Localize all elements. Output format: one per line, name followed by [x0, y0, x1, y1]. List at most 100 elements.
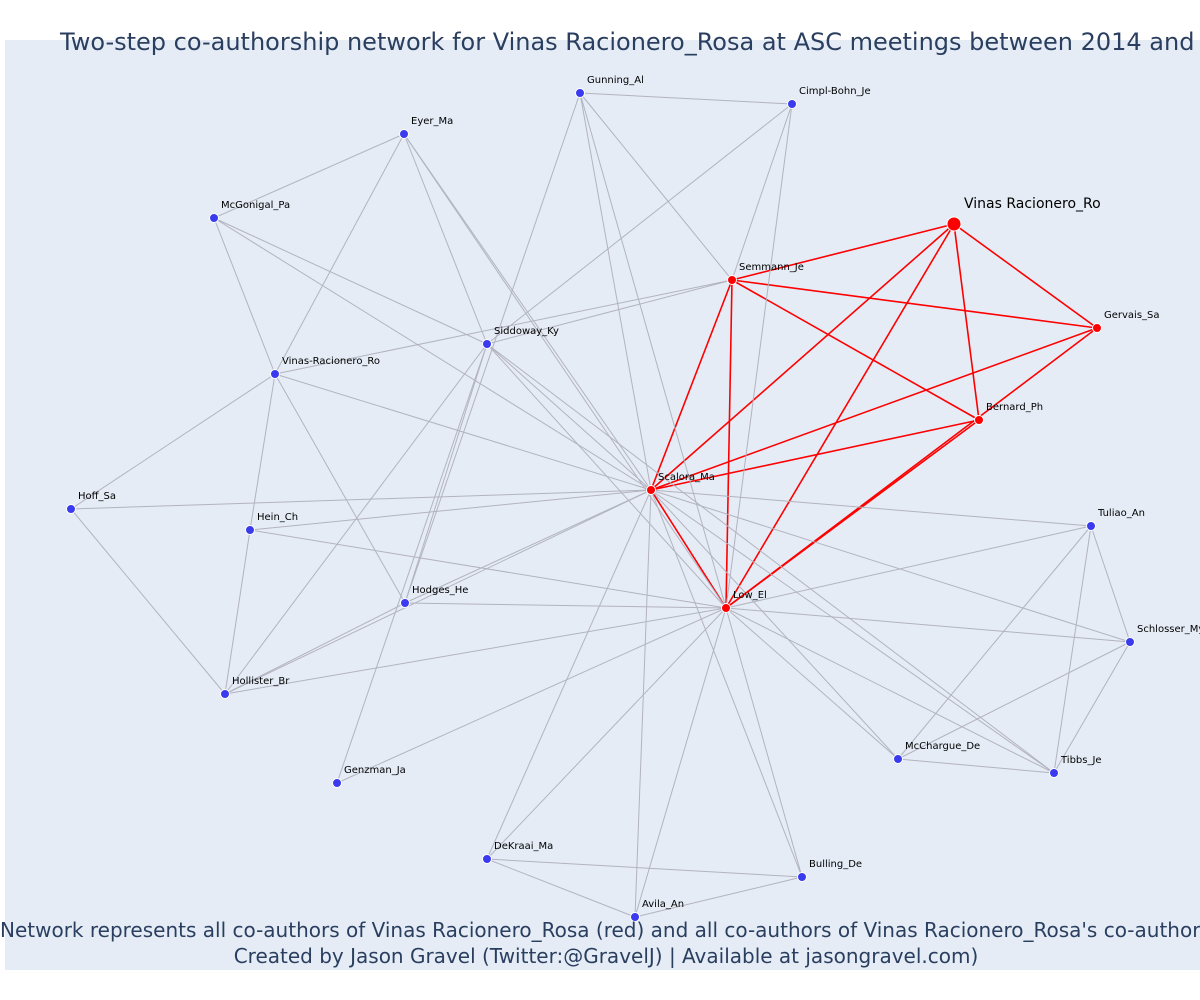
edge-tuliao-an-low-el	[725, 525, 1092, 609]
node-label-schlosser-my: Schlosser_My	[1137, 624, 1200, 635]
edge-avila-an-scalora-ma	[634, 489, 652, 918]
edge-hoff-sa-scalora-ma	[70, 489, 652, 510]
edge-tuliao-an-scalora-ma	[650, 489, 1092, 527]
edge-eyer-ma-siddoway-ky	[403, 133, 488, 345]
edge-vinas-racionero-ro-scalora-ma	[274, 373, 652, 491]
edge-vinas-racionero-ro-bernard-ph	[953, 223, 980, 421]
node-schlosser-my[interactable]	[1125, 637, 1135, 647]
edge-gunning-al-cimpl-bohn-je	[579, 92, 793, 105]
edge-vinas-racionero-ro-semmann-je	[274, 279, 733, 375]
edge-schlosser-my-scalora-ma	[650, 489, 1131, 643]
edge-hein-ch-low-el	[249, 529, 727, 609]
node-dekraai-ma[interactable]	[482, 854, 492, 864]
edge-hein-ch-hollister-br	[224, 529, 251, 695]
node-label-vinas-racionero-ro: Vinas-Racionero_Ro	[282, 356, 380, 367]
edge-gunning-al-scalora-ma	[579, 92, 652, 491]
edge-mcchargue-de-schlosser-my	[897, 641, 1131, 760]
node-gervais-sa[interactable]	[1092, 323, 1102, 333]
edge-mcchargue-de-tuliao-an	[897, 525, 1092, 760]
edge-tibbs-je-scalora-ma	[650, 489, 1055, 774]
node-label-hein-ch: Hein_Ch	[257, 512, 298, 523]
node-cimpl-bohn-je[interactable]	[787, 99, 797, 109]
edge-bernard-ph-low-el	[725, 419, 980, 609]
edge-mcchargue-de-tibbs-je	[897, 758, 1055, 774]
node-bulling-de[interactable]	[797, 872, 807, 882]
node-label-bernard-ph: Bernard_Ph	[986, 402, 1043, 413]
node-eyer-ma[interactable]	[399, 129, 409, 139]
edge-dekraai-ma-avila-an	[486, 858, 636, 918]
node-label-semmann-je: Semmann_Je	[739, 262, 804, 273]
node-mcchargue-de[interactable]	[893, 754, 903, 764]
node-avila-an[interactable]	[630, 912, 640, 922]
edge-genzman-ja-low-el	[336, 607, 727, 784]
node-hein-ch[interactable]	[245, 525, 255, 535]
edge-hodges-he-low-el	[404, 602, 727, 609]
edge-mcchargue-de-low-el	[725, 607, 899, 760]
edge-dekraai-ma-low-el	[486, 607, 727, 860]
node-tibbs-je[interactable]	[1049, 768, 1059, 778]
edge-dekraai-ma-bulling-de	[486, 858, 803, 878]
edge-mcchargue-de-scalora-ma	[650, 489, 899, 760]
edge-semmann-je-scalora-ma	[650, 279, 733, 491]
edge-vinas-racionero-ro-low-el	[725, 223, 955, 609]
node-label-eyer-ma: Eyer_Ma	[411, 116, 453, 127]
edge-vinas-racionero-ro-gervais-sa	[953, 223, 1098, 329]
edge-bulling-de-scalora-ma	[650, 489, 803, 878]
node-tuliao-an[interactable]	[1086, 521, 1096, 531]
edge-tibbs-je-schlosser-my	[1053, 641, 1131, 774]
node-label-siddoway-ky: Siddoway_Ky	[494, 326, 559, 337]
node-label-genzman-ja: Genzman_Ja	[344, 765, 406, 776]
node-siddoway-ky[interactable]	[482, 339, 492, 349]
node-genzman-ja[interactable]	[332, 778, 342, 788]
node-vinas-racionero-ro[interactable]	[946, 216, 962, 232]
node-label-gunning-al: Gunning_Al	[587, 75, 644, 86]
edge-cimpl-bohn-je-low-el	[725, 103, 793, 609]
node-label-gervais-sa: Gervais_Sa	[1104, 310, 1160, 321]
edge-siddoway-ky-scalora-ma	[486, 343, 652, 491]
node-mcgonigal-pa[interactable]	[209, 213, 219, 223]
edge-eyer-ma-vinas-racionero-ro	[274, 133, 405, 375]
chart-title: Two-step co-authorship network for Vinas…	[60, 28, 1200, 56]
node-vinas-racionero-ro[interactable]	[270, 369, 280, 379]
edge-vinas-racionero-ro-hein-ch	[249, 373, 276, 531]
node-semmann-je[interactable]	[727, 275, 737, 285]
edge-eyer-ma-scalora-ma	[403, 133, 652, 491]
node-scalora-ma[interactable]	[646, 485, 656, 495]
edge-schlosser-my-low-el	[725, 607, 1131, 643]
node-hodges-he[interactable]	[400, 598, 410, 608]
edge-vinas-racionero-ro-scalora-ma	[650, 223, 955, 491]
node-layer: Vinas Racionero_Ro Semmann_Je Gervais_Sa Be…	[66, 75, 1200, 922]
node-hoff-sa[interactable]	[66, 504, 76, 514]
caption-line-1: Network represents all co-authors of Vin…	[0, 918, 1200, 942]
edge-vinas-racionero-ro-hodges-he	[274, 373, 406, 604]
node-gunning-al[interactable]	[575, 88, 585, 98]
node-bernard-ph[interactable]	[974, 415, 984, 425]
node-label-avila-an: Avila_An	[642, 899, 684, 910]
caption-line-2: Created by Jason Gravel (Twitter:@Gravel…	[233, 944, 979, 968]
edge-gunning-al-semmann-je	[579, 92, 733, 281]
node-hollister-br[interactable]	[220, 689, 230, 699]
edge-hein-ch-scalora-ma	[249, 489, 652, 531]
edge-hodges-he-hollister-br	[224, 602, 406, 695]
node-label-vinas-racionero-ro: Vinas Racionero_Ro	[964, 196, 1101, 212]
node-label-hoff-sa: Hoff_Sa	[78, 491, 116, 502]
node-label-mcgonigal-pa: McGonigal_Pa	[221, 200, 290, 211]
node-label-dekraai-ma: DeKraai_Ma	[494, 841, 553, 852]
edge-hodges-he-scalora-ma	[404, 489, 652, 604]
edge-bernard-ph-scalora-ma	[650, 419, 980, 491]
edge-eyer-ma-low-el	[403, 133, 727, 609]
edge-bulling-de-low-el	[725, 607, 803, 878]
edge-tibbs-je-low-el	[725, 607, 1055, 774]
edge-scalora-ma-low-el	[650, 489, 727, 609]
node-low-el[interactable]	[721, 603, 731, 613]
edge-siddoway-ky-tibbs-je	[486, 343, 1055, 774]
edge-genzman-ja-siddoway-ky	[336, 343, 488, 784]
edge-gunning-al-low-el	[579, 92, 727, 609]
edge-layer	[70, 92, 1131, 918]
edge-eyer-ma-mcgonigal-pa	[213, 133, 405, 219]
edge-dekraai-ma-scalora-ma	[486, 489, 652, 860]
edge-siddoway-ky-semmann-je	[486, 279, 733, 345]
edge-semmann-je-low-el	[725, 279, 733, 609]
node-label-tuliao-an: Tuliao_An	[1097, 508, 1145, 519]
